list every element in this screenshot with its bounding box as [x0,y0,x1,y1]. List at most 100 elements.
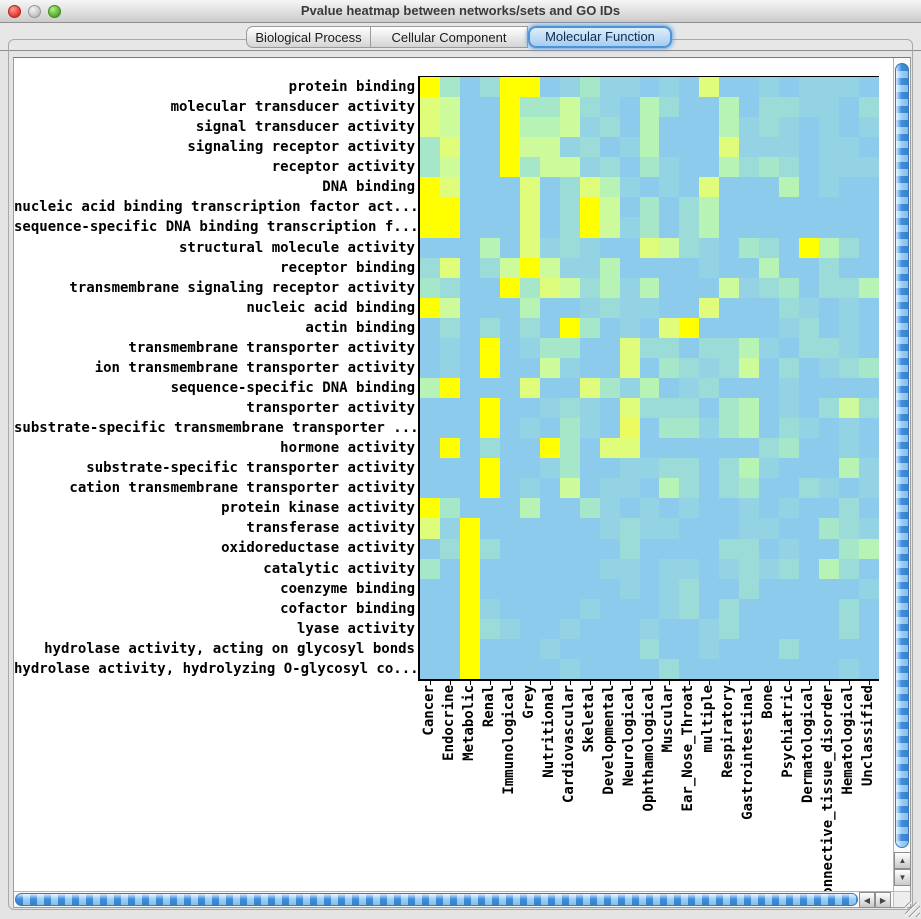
heatmap-cell [539,337,560,358]
heatmap-cell [799,217,820,238]
row-label: substrate-specific transporter activity [86,460,415,477]
heatmap-cell [420,237,440,258]
heatmap-cell [559,157,580,178]
heatmap-cell [459,257,480,278]
heatmap-cell [499,498,520,519]
heatmap-cell [759,357,780,378]
heatmap-cell [859,357,879,378]
heatmap-cell [459,237,480,258]
heatmap-cell [579,518,600,539]
heatmap-cell [479,378,500,399]
heatmap-cell [459,398,480,419]
heatmap-cell [439,257,460,278]
heatmap-cell [519,257,540,278]
heatmap-cell [739,638,760,659]
heatmap-cell [819,157,840,178]
heatmap-cell [499,458,520,479]
heatmap-cell [799,538,820,559]
heatmap-cell [479,197,500,218]
heatmap-cell [499,418,520,439]
heatmap-cell [519,197,540,218]
heatmap-cell [799,357,820,378]
heatmap-cell [439,337,460,358]
heatmap-cell [539,598,560,619]
left-arrow-icon: ◀ [863,896,871,905]
heatmap-cell [659,398,680,419]
heatmap-cell [739,277,760,298]
heatmap-cell [420,498,440,519]
column-label: Metabolic [460,685,477,761]
heatmap-cell [819,378,840,399]
heatmap-cell [599,458,620,479]
heatmap-cell [559,578,580,599]
heatmap-cell [759,157,780,178]
heatmap-cell [639,478,660,499]
heatmap-cell [759,578,780,599]
heatmap-cell [759,458,780,479]
horizontal-scrollbar-thumb[interactable] [15,893,858,906]
heatmap-cell [639,237,660,258]
axis-tick [549,681,551,685]
heatmap-cell [479,578,500,599]
close-button[interactable] [8,5,21,18]
heatmap-cell [599,598,620,619]
heatmap-cell [420,658,440,679]
heatmap-cell [639,438,660,459]
heatmap-cell [459,518,480,539]
heatmap-cell [819,658,840,679]
minimize-button[interactable] [28,5,41,18]
heatmap-cell [779,317,800,338]
heatmap-cell [559,317,580,338]
heatmap-cell [539,658,560,679]
column-label: Hematological [840,685,857,795]
heatmap-cell [719,277,740,298]
heatmap-cell [639,538,660,559]
axis-tick [809,681,811,685]
heatmap-cell [839,297,860,318]
heatmap-cell [719,458,740,479]
heatmap-cell [420,578,440,599]
heatmap-cell [819,317,840,338]
tab-molecular-function[interactable]: Molecular Function [528,26,672,48]
row-label: nucleic acid binding [246,299,415,316]
heatmap-cell [639,217,660,238]
horizontal-scrollbar[interactable]: ◀ ▶ [14,891,893,908]
heatmap-cell [859,398,879,419]
heatmap-cell [639,598,660,619]
heatmap-cell [759,618,780,639]
column-label: multiple [700,685,717,753]
heatmap-cell [819,197,840,218]
scroll-down-button[interactable]: ▼ [894,869,911,886]
heatmap-cell [639,578,660,599]
tab-cellular-component[interactable]: Cellular Component [371,26,528,48]
heatmap-cell [539,357,560,378]
heatmap-cell [539,478,560,499]
resize-grip-icon[interactable] [905,902,920,917]
scroll-left-button[interactable]: ◀ [859,892,875,908]
row-label: receptor activity [271,159,415,176]
heatmap-cell [519,297,540,318]
scroll-right-button[interactable]: ▶ [875,892,891,908]
vertical-scrollbar-thumb[interactable] [895,63,909,848]
heatmap-cell [459,137,480,158]
heatmap-cell [439,498,460,519]
vertical-scrollbar[interactable]: ▲ ▼ [893,58,911,907]
heatmap-cell [639,418,660,439]
heatmap-cell [859,438,879,459]
heatmap-cell [479,297,500,318]
scroll-up-button[interactable]: ▲ [894,852,911,869]
heatmap-cell [479,237,500,258]
heatmap-cell [559,538,580,559]
heatmap-cell [759,117,780,138]
heatmap-cell [499,618,520,639]
heatmap-cell [499,538,520,559]
column-label: Gastrointestinal [740,685,757,820]
heatmap-cell [619,438,640,459]
heatmap-cell [799,77,820,98]
down-arrow-icon: ▼ [898,873,907,882]
zoom-button[interactable] [48,5,61,18]
tab-biological-process[interactable]: Biological Process [246,26,371,48]
heatmap-cell [619,97,640,118]
heatmap-cell [819,277,840,298]
heatmap-cell [839,658,860,679]
